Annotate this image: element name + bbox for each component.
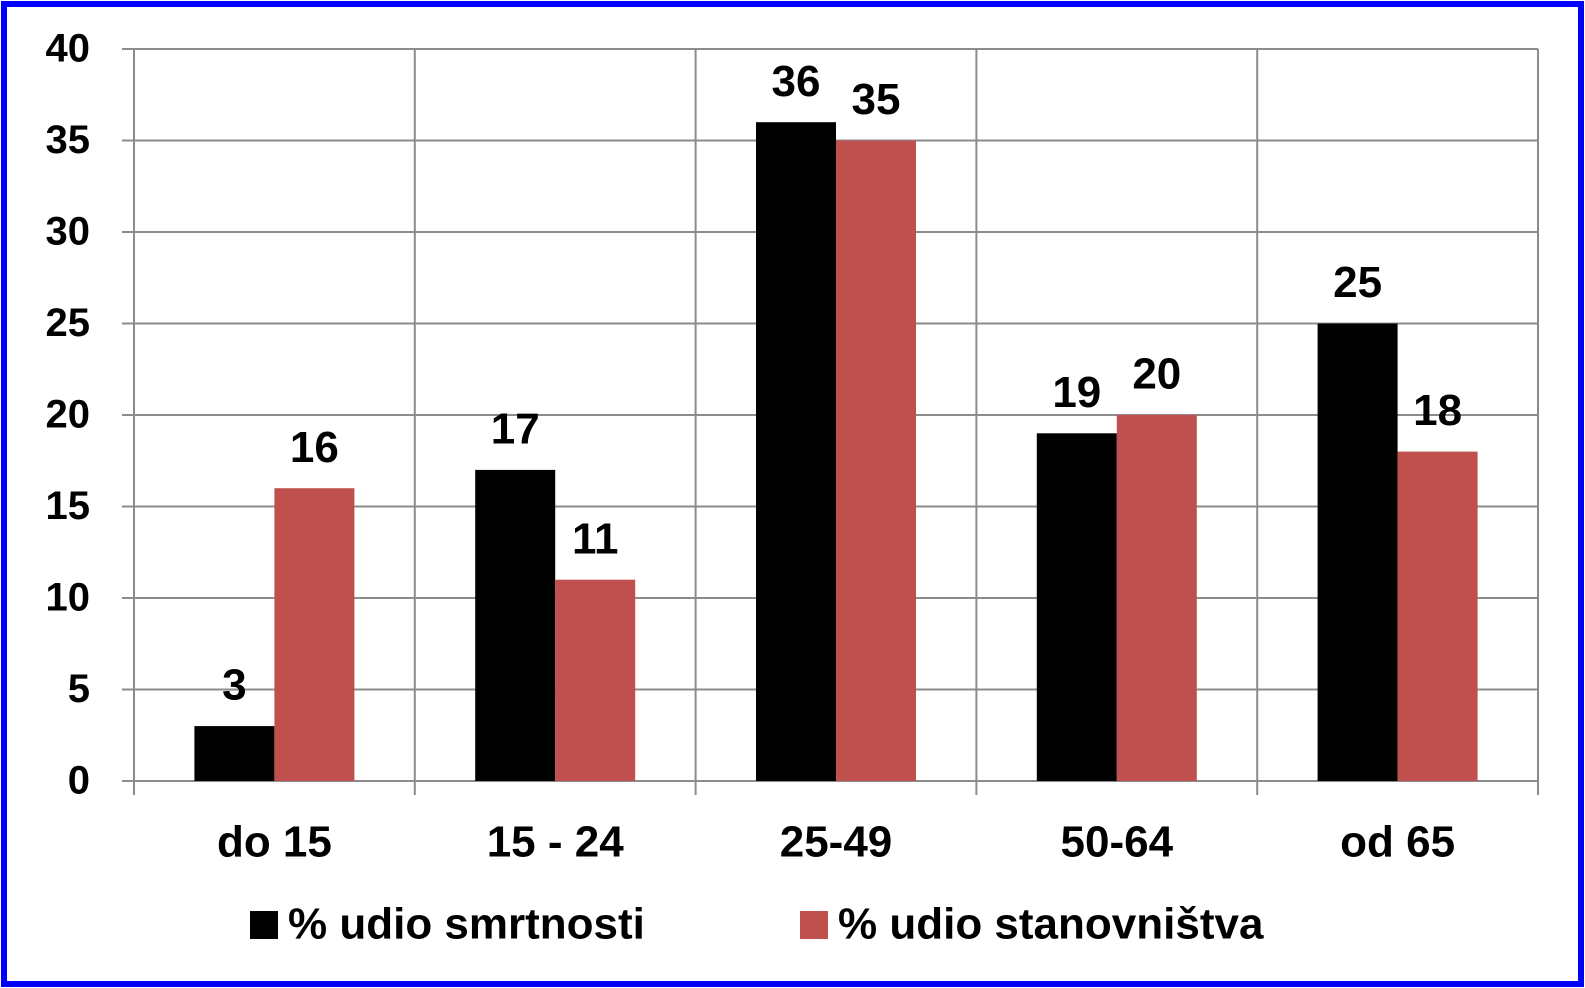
x-tick-label: 25-49: [780, 818, 893, 867]
data-label: 3: [222, 661, 246, 710]
data-label: 25: [1333, 258, 1382, 307]
y-tick-label: 40: [46, 27, 91, 71]
data-label: 19: [1052, 368, 1101, 417]
data-label: 20: [1132, 350, 1181, 399]
data-label: 16: [290, 423, 339, 472]
y-tick-label: 35: [46, 118, 91, 162]
y-tick-label: 20: [46, 393, 91, 437]
data-label: 35: [852, 75, 901, 124]
legend-label: % udio stanovništva: [838, 900, 1264, 949]
bar: [756, 122, 836, 781]
y-tick-label: 10: [46, 576, 91, 620]
legend-swatch: [250, 911, 278, 939]
x-tick-label: 15 - 24: [487, 818, 625, 867]
bar: [475, 469, 556, 781]
y-tick-label: 0: [68, 759, 90, 803]
bar: [1317, 323, 1398, 781]
x-tick-label: do 15: [217, 818, 332, 867]
x-tick-label: 50-64: [1061, 818, 1174, 867]
legend-swatch: [800, 911, 828, 939]
y-tick-label: 15: [46, 484, 91, 528]
data-label: 18: [1413, 386, 1462, 435]
bar: [274, 488, 355, 781]
bar: [194, 726, 275, 781]
data-label: 36: [772, 57, 821, 106]
bar: [1397, 451, 1478, 781]
legend-label: % udio smrtnosti: [288, 900, 645, 949]
y-tick-label: 5: [68, 667, 90, 711]
bar: [1116, 415, 1197, 781]
bar: [1036, 433, 1117, 781]
bar: [836, 140, 916, 781]
data-label: 11: [572, 514, 619, 563]
x-tick-label: od 65: [1340, 818, 1455, 867]
y-tick-label: 25: [46, 301, 91, 345]
bar: [555, 579, 636, 781]
y-tick-label: 30: [46, 210, 91, 254]
data-label: 17: [491, 405, 540, 454]
